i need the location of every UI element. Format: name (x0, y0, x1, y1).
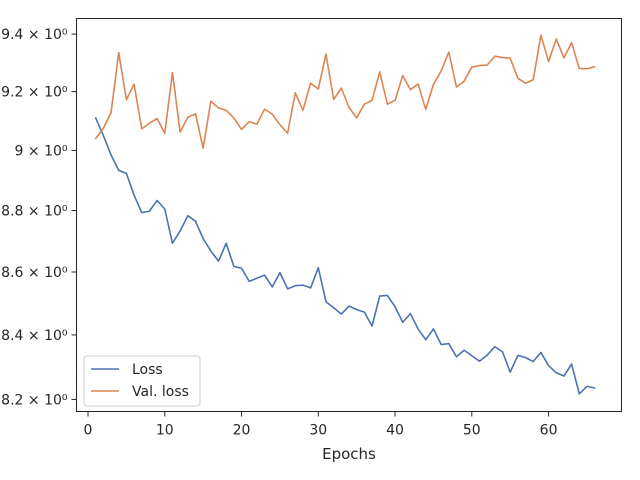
y-tick-label: 8.8 × 10⁰ (1, 204, 68, 220)
y-tick-label: 8.4 × 10⁰ (1, 328, 68, 344)
y-tick-label: 8.6 × 10⁰ (1, 265, 68, 281)
y-axis-ticks: 8.2 × 10⁰ 8.4 × 10⁰ 8.6 × 10⁰ 8.8 × 10⁰ 9 × … (1, 27, 77, 408)
y-tick-label: 9.4 × 10⁰ (1, 27, 68, 43)
y-tick-label: 9 × 10⁰ (15, 143, 68, 159)
x-tick-label: 20 (233, 423, 251, 439)
y-tick-label: 8.2 × 10⁰ (1, 392, 68, 408)
plot-area-frame (76, 18, 622, 412)
series-line-val-loss (94, 34, 596, 149)
x-axis-title: Epochs (322, 445, 376, 463)
x-tick-label: 40 (386, 423, 404, 439)
x-tick-label: 50 (463, 423, 481, 439)
x-tick-label: 60 (540, 423, 558, 439)
x-tick-label: 0 (84, 423, 93, 439)
plot-lines (94, 34, 596, 395)
y-tick-label: 9.2 × 10⁰ (1, 85, 68, 101)
legend-label-loss: Loss (132, 362, 163, 378)
x-tick-label: 30 (309, 423, 327, 439)
x-axis-ticks: 0 10 20 30 40 50 60 (84, 411, 558, 439)
x-tick-label: 10 (156, 423, 174, 439)
legend-label-val-loss: Val. loss (132, 384, 189, 400)
legend: Loss Val. loss (83, 355, 201, 407)
series-line-loss (94, 117, 596, 395)
